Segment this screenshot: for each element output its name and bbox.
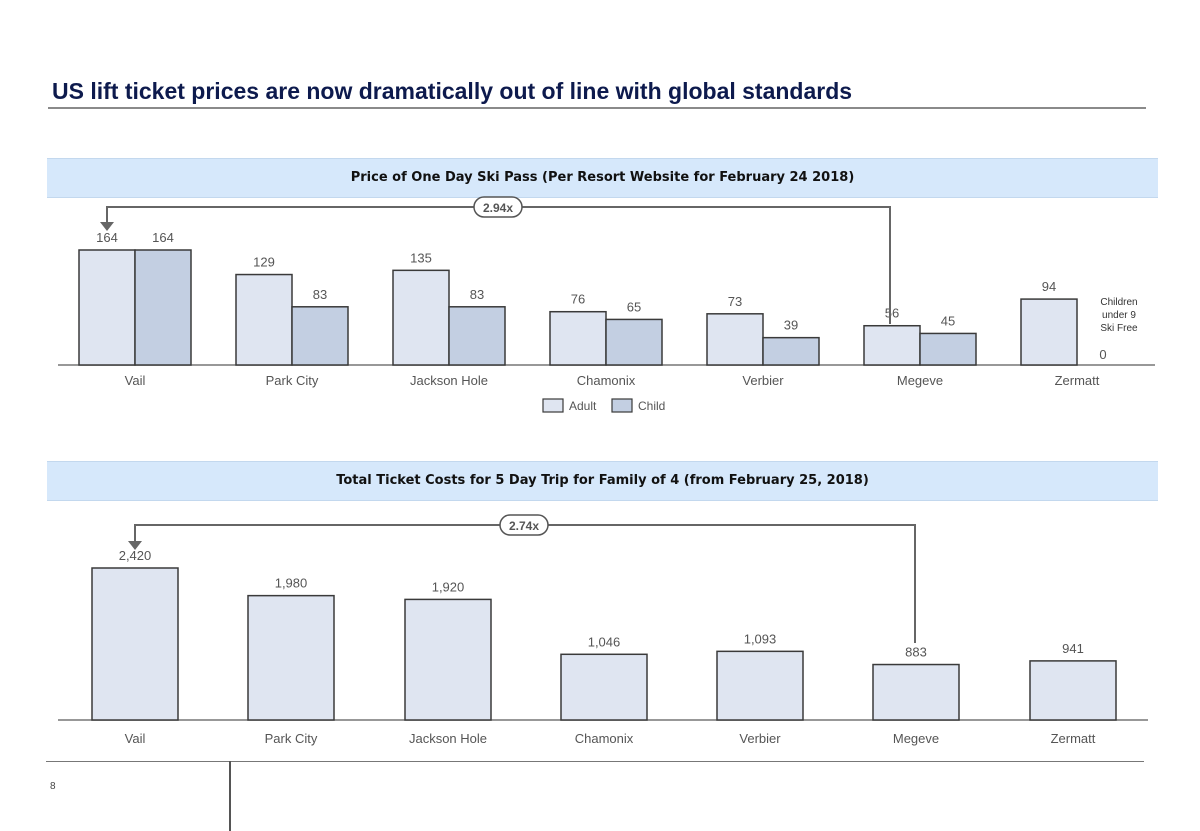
chart1-bar-child-park-city bbox=[291, 306, 349, 366]
chart1-bar-adult-park-city bbox=[235, 273, 293, 366]
chart2-bar-vail bbox=[91, 567, 179, 721]
chart1-bar-child-verbier bbox=[762, 336, 820, 366]
title-divider bbox=[48, 107, 1146, 109]
chart1-label-adult-megeve: 56 bbox=[885, 306, 899, 321]
chart1-label-child-megeve: 45 bbox=[941, 313, 955, 328]
chart1-category-chamonix: Chamonix bbox=[577, 373, 636, 388]
chart2-family-total: 2,420 Vail 1,980 Park City 1,920 Jackson Hole… bbox=[58, 514, 1148, 746]
chart2-multiplier-label: 2.74x bbox=[509, 519, 539, 533]
chart2-category-vail: Vail bbox=[125, 731, 146, 746]
chart1-multiplier-label: 2.94x bbox=[483, 201, 513, 215]
chart2-label-zermatt: 941 bbox=[1062, 641, 1084, 656]
chart1-bar-child-chamonix bbox=[605, 318, 663, 366]
chart1-category-zermatt: Zermatt bbox=[1055, 373, 1100, 388]
chart2-title: Total Ticket Costs for 5 Day Trip for Fa… bbox=[336, 473, 869, 488]
chart2-label-vail: 2,420 bbox=[119, 548, 152, 563]
chart1-category-jackson-hole: Jackson Hole bbox=[410, 373, 488, 388]
chart1-label-adult-park-city: 129 bbox=[253, 255, 275, 270]
chart1-label-child-verbier: 39 bbox=[784, 318, 798, 333]
chart1-label-adult-verbier: 73 bbox=[728, 294, 742, 309]
chart1-category-vail: Vail bbox=[125, 373, 146, 388]
chart2-multiplier-badge bbox=[499, 514, 549, 536]
chart1-bar-adult-verbier bbox=[706, 313, 764, 366]
legend-child-label: Child bbox=[638, 399, 665, 413]
chart1-bar-adult-jackson-hole bbox=[392, 269, 450, 366]
chart1-bar-child-jackson-hole bbox=[448, 306, 506, 366]
chart1-bar-child-vail bbox=[134, 249, 192, 366]
chart2-label-megeve: 883 bbox=[905, 645, 927, 660]
chart1-title-band: Price of One Day Ski Pass (Per Resort We… bbox=[47, 158, 1158, 198]
chart2-bar-megeve bbox=[872, 663, 960, 721]
chart1-category-verbier: Verbier bbox=[742, 373, 784, 388]
chart2-bar-verbier bbox=[716, 650, 804, 721]
page-title: US lift ticket prices are now dramatical… bbox=[52, 78, 853, 104]
chart1-label-child-zermatt: 0 bbox=[1099, 347, 1106, 362]
legend-child-swatch bbox=[611, 398, 633, 413]
footer-divider bbox=[46, 761, 1144, 762]
chart1-bar-adult-chamonix bbox=[549, 310, 607, 366]
page-number: 8 bbox=[50, 781, 56, 792]
chart2-bar-park-city bbox=[247, 594, 335, 721]
chart1-label-adult-vail: 164 bbox=[96, 230, 118, 245]
chart2-category-megeve: Megeve bbox=[893, 731, 939, 746]
chart1-bar-adult-vail bbox=[78, 249, 136, 366]
chart2-category-zermatt: Zermatt bbox=[1051, 731, 1096, 746]
chart1-category-megeve: Megeve bbox=[897, 373, 943, 388]
chart1-label-child-chamonix: 65 bbox=[627, 299, 641, 314]
chart1-one-day-pass: 164 164 Vail 129 83 Park City 135 83 Jackson Hol… bbox=[58, 196, 1155, 413]
chart1-label-child-jackson-hole: 83 bbox=[470, 287, 484, 302]
chart2-bar-jackson-hole bbox=[404, 598, 492, 721]
chart1-bar-child-megeve bbox=[919, 332, 977, 366]
chart1-multiplier-badge bbox=[473, 196, 523, 218]
chart1-annotation: Children under 9 Ski Free bbox=[1100, 297, 1138, 334]
chart2-category-park-city: Park City bbox=[265, 731, 318, 746]
chart2-title-band: Total Ticket Costs for 5 Day Trip for Fa… bbox=[47, 461, 1158, 501]
chart1-label-child-park-city: 83 bbox=[313, 287, 327, 302]
legend-adult-label: Adult bbox=[569, 399, 597, 413]
chart1-label-adult-chamonix: 76 bbox=[571, 292, 585, 307]
chart2-bar-zermatt bbox=[1029, 660, 1117, 721]
chart2-bar-chamonix bbox=[560, 653, 648, 721]
chart1-label-child-vail: 164 bbox=[152, 230, 174, 245]
chart2-label-chamonix: 1,046 bbox=[588, 634, 621, 649]
chart1-bar-adult-megeve bbox=[863, 324, 921, 366]
chart2-category-jackson-hole: Jackson Hole bbox=[409, 731, 487, 746]
chart1-bar-adult-zermatt bbox=[1020, 298, 1078, 366]
chart2-category-chamonix: Chamonix bbox=[575, 731, 634, 746]
chart1-title: Price of One Day Ski Pass (Per Resort We… bbox=[350, 170, 855, 185]
chart1-label-adult-jackson-hole: 135 bbox=[410, 250, 432, 265]
chart1-arrow-icon bbox=[100, 222, 114, 231]
legend-adult-swatch bbox=[542, 398, 564, 413]
footer-vertical-rule bbox=[229, 761, 231, 831]
chart2-category-verbier: Verbier bbox=[739, 731, 781, 746]
chart2-label-jackson-hole: 1,920 bbox=[432, 579, 465, 594]
chart1-category-park-city: Park City bbox=[266, 373, 319, 388]
chart2-arrow-icon bbox=[128, 541, 142, 550]
chart2-label-park-city: 1,980 bbox=[275, 576, 308, 591]
chart1-label-adult-zermatt: 94 bbox=[1042, 279, 1056, 294]
chart2-label-verbier: 1,093 bbox=[744, 631, 777, 646]
